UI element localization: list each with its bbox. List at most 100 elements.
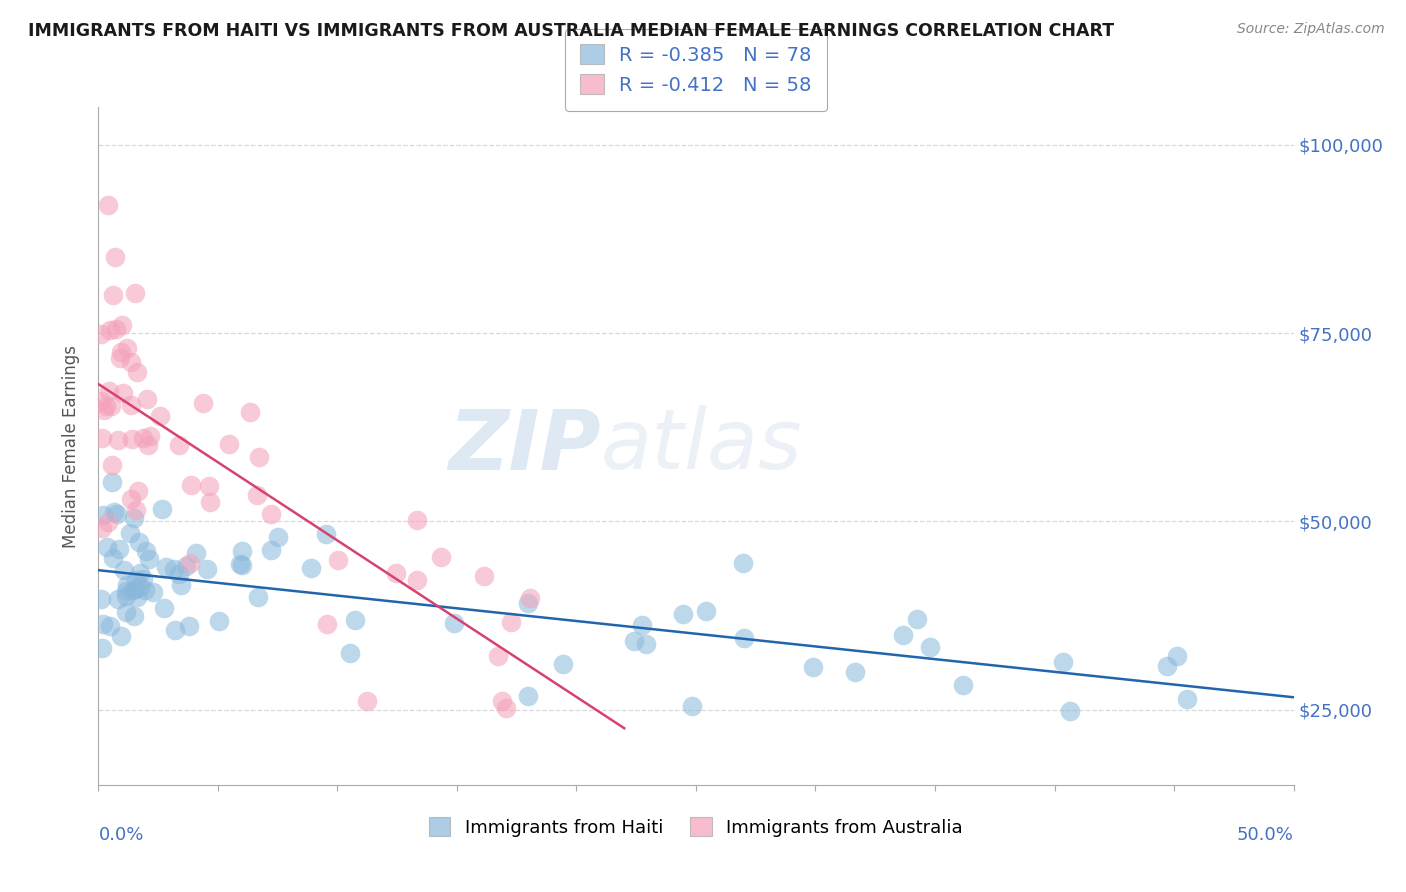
- Point: [98, 323, 121, 337]
- Point: [405, 513, 427, 527]
- Point: [91, 508, 114, 522]
- Point: [218, 436, 240, 450]
- Point: [138, 438, 160, 452]
- Point: [905, 612, 928, 626]
- Point: [98, 619, 121, 633]
- Point: [101, 551, 124, 566]
- Point: [499, 615, 522, 629]
- Point: [100, 399, 122, 413]
- Point: [326, 553, 349, 567]
- Point: [124, 608, 146, 623]
- Point: [131, 572, 153, 586]
- Point: [101, 288, 124, 302]
- Point: [695, 604, 717, 618]
- Point: [120, 526, 142, 541]
- Point: [246, 488, 269, 502]
- Point: [120, 355, 142, 369]
- Point: [180, 478, 202, 492]
- Point: [93, 403, 115, 417]
- Point: [91, 521, 114, 535]
- Point: [90, 393, 112, 408]
- Point: [195, 562, 218, 576]
- Point: [104, 250, 127, 264]
- Point: [231, 543, 253, 558]
- Point: [184, 546, 207, 560]
- Point: [165, 624, 187, 638]
- Point: [91, 641, 114, 656]
- Point: [339, 646, 361, 660]
- Point: [315, 526, 337, 541]
- Point: [344, 613, 367, 627]
- Point: [104, 322, 127, 336]
- Point: [1059, 704, 1081, 718]
- Point: [107, 433, 129, 447]
- Point: [112, 386, 135, 401]
- Point: [443, 615, 465, 630]
- Point: [152, 502, 174, 516]
- Point: [94, 400, 117, 414]
- Point: [125, 573, 148, 587]
- Point: [179, 557, 201, 571]
- Point: [121, 432, 143, 446]
- Point: [100, 458, 122, 473]
- Point: [142, 584, 165, 599]
- Point: [97, 384, 120, 399]
- Point: [491, 694, 513, 708]
- Point: [174, 559, 197, 574]
- Point: [801, 660, 824, 674]
- Point: [128, 580, 150, 594]
- Point: [135, 544, 157, 558]
- Point: [952, 678, 974, 692]
- Point: [385, 566, 408, 580]
- Point: [108, 351, 131, 365]
- Point: [1175, 691, 1198, 706]
- Point: [114, 563, 136, 577]
- Point: [91, 616, 114, 631]
- Point: [96, 540, 118, 554]
- Point: [110, 345, 132, 359]
- Point: [260, 543, 283, 558]
- Point: [127, 591, 149, 605]
- Text: ZIP: ZIP: [447, 406, 600, 486]
- Point: [356, 694, 378, 708]
- Point: [110, 629, 132, 643]
- Point: [266, 530, 288, 544]
- Point: [125, 502, 148, 516]
- Point: [107, 541, 129, 556]
- Point: [551, 657, 574, 672]
- Point: [139, 429, 162, 443]
- Point: [844, 665, 866, 680]
- Point: [517, 596, 540, 610]
- Point: [136, 392, 159, 407]
- Point: [120, 399, 142, 413]
- Point: [177, 619, 200, 633]
- Point: [90, 326, 112, 341]
- Point: [247, 450, 270, 464]
- Text: IMMIGRANTS FROM HAITI VS IMMIGRANTS FROM AUSTRALIA MEDIAN FEMALE EARNINGS CORREL: IMMIGRANTS FROM HAITI VS IMMIGRANTS FROM…: [28, 22, 1114, 40]
- Point: [115, 589, 138, 603]
- Point: [101, 475, 124, 489]
- Point: [132, 431, 155, 445]
- Point: [167, 567, 190, 582]
- Point: [519, 591, 541, 605]
- Point: [1166, 648, 1188, 663]
- Point: [634, 637, 657, 651]
- Point: [472, 568, 495, 582]
- Point: [128, 534, 150, 549]
- Text: 0.0%: 0.0%: [98, 826, 143, 844]
- Y-axis label: Median Female Earnings: Median Female Earnings: [62, 344, 80, 548]
- Point: [920, 640, 942, 655]
- Point: [198, 479, 221, 493]
- Point: [127, 483, 149, 498]
- Point: [103, 505, 125, 519]
- Point: [430, 550, 453, 565]
- Point: [406, 573, 429, 587]
- Point: [111, 318, 134, 333]
- Text: atlas: atlas: [600, 406, 801, 486]
- Point: [893, 628, 915, 642]
- Point: [90, 431, 112, 445]
- Point: [316, 617, 339, 632]
- Point: [229, 557, 252, 571]
- Point: [124, 285, 146, 300]
- Point: [90, 591, 112, 606]
